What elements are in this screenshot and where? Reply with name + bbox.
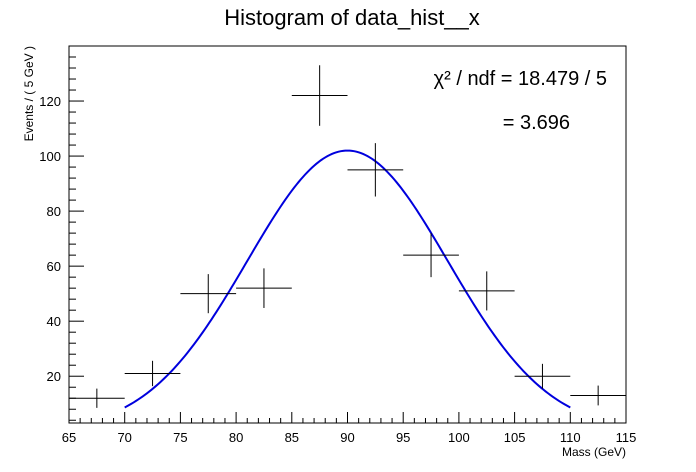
data-point [236,268,292,308]
fit-curve [124,149,571,409]
data-point [291,65,348,126]
x-tick-label: 115 [616,430,637,445]
x-axis-label: Mass (GeV) [562,445,626,459]
data-point [124,360,181,387]
data-point [514,363,571,389]
y-axis: 20 40 60 80 100 120 [39,56,84,421]
y-tick-label: 60 [47,259,61,274]
data-point [403,233,459,278]
x-tick-label: 70 [117,430,131,445]
x-tick-label: 80 [229,430,243,445]
y-tick-label: 40 [47,314,61,329]
x-tick-label: 105 [504,430,526,445]
y-tick-label: 120 [39,94,61,109]
x-tick-label: 65 [62,430,76,445]
data-point [69,388,125,408]
x-tick-label: 95 [396,430,410,445]
x-tick-label: 110 [560,430,581,445]
data-points-layer [69,65,626,408]
data-point [570,385,626,406]
y-tick-label: 20 [47,369,61,384]
chi2-ndf-label: χ² / ndf = 18.479 / 5 [434,68,607,90]
chart-title: Histogram of data_hist__x [224,5,480,30]
x-tick-label: 100 [448,430,470,445]
x-tick-label: 85 [285,430,299,445]
data-point [180,274,237,314]
fit-curve-layer [124,149,571,409]
y-tick-label: 100 [39,149,61,164]
data-point [347,143,404,197]
data-point [458,271,515,311]
x-tick-label: 75 [173,430,187,445]
x-tick-label: 90 [340,430,354,445]
y-tick-label: 80 [47,204,61,219]
x-axis: 65 70 75 80 85 90 95 100 105 110 115 [62,412,637,445]
chi2-ratio-label: = 3.696 [503,112,570,134]
y-axis-label: Events / ( 5 GeV ) [22,46,36,141]
